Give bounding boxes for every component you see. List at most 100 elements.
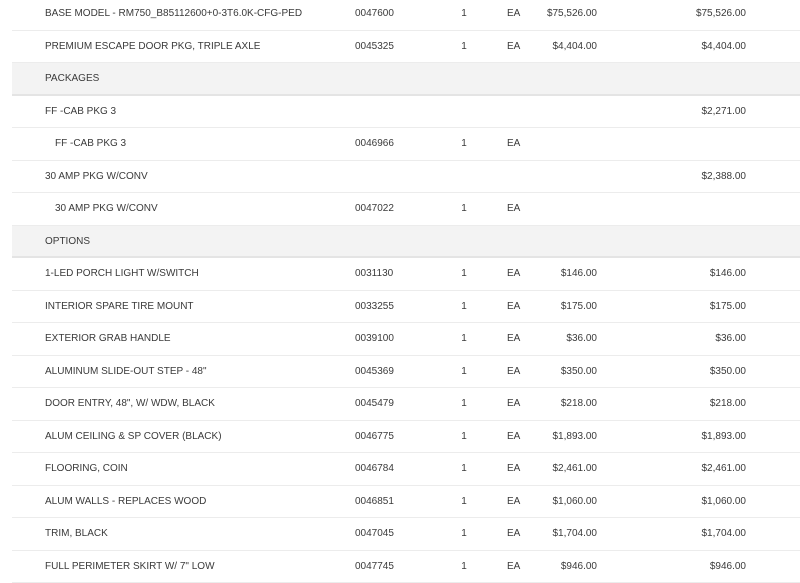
cell-name: ALUMINUM SLIDE-OUT STEP - 48" [45,356,207,388]
cell-qty: 1 [452,486,476,518]
cell-name: ALUM WALLS - REPLACES WOOD [45,486,206,518]
cell-part: 0047745 [355,551,394,583]
cell-part: 0046784 [355,453,394,485]
table-row: DOOR ENTRY, 48", W/ WDW, BLACK 0045479 1 EA… [12,388,800,421]
cell-qty: 1 [452,291,476,323]
table-row: ALUM WALLS - REPLACES WOOD 0046851 1 EA $1,0… [12,486,800,519]
cell-name: PREMIUM ESCAPE DOOR PKG, TRIPLE AXLE [45,31,260,63]
cell-price: $350.00 [561,356,597,388]
cell-qty: 1 [452,388,476,420]
cell-price: $146.00 [561,258,597,290]
package-row: 30 AMP PKG W/CONV $2,388.00 [12,161,800,194]
cell-total: $2,461.00 [702,453,747,485]
cell-uom: EA [507,128,520,160]
cell-uom: EA [507,31,520,63]
cell-name: 1-LED PORCH LIGHT W/SWITCH [45,258,199,290]
cell-part: 0047045 [355,518,394,550]
cell-qty: 1 [452,551,476,583]
cell-name: FF -CAB PKG 3 [55,128,126,160]
cell-total: $1,060.00 [702,486,747,518]
cell-price: $1,893.00 [553,421,598,453]
cell-total: $1,893.00 [702,421,747,453]
cell-part: 0046775 [355,421,394,453]
cell-total: $218.00 [710,388,746,420]
cell-price: $1,060.00 [553,486,598,518]
cell-price: $1,704.00 [553,518,598,550]
cell-total: $146.00 [710,258,746,290]
cell-uom: EA [507,258,520,290]
cell-uom: EA [507,388,520,420]
cell-part: 0031130 [355,258,393,290]
cell-total: $2,388.00 [702,161,747,193]
cell-part: 0045369 [355,356,394,388]
cell-total: $2,271.00 [702,96,747,128]
cell-price: $218.00 [561,388,597,420]
cell-uom: EA [507,323,520,355]
table-row: BASE MODEL - RM750_B85112600+0-3T6.0K-CF… [12,0,800,31]
section-title: PACKAGES [45,63,99,95]
table-row: 1-LED PORCH LIGHT W/SWITCH 0031130 1 EA $146… [12,258,800,291]
cell-price: $4,404.00 [553,31,598,63]
cell-price: $946.00 [561,551,597,583]
cell-part: 0047600 [355,0,394,30]
cell-name: TRIM, BLACK [45,518,108,550]
cell-part: 0039100 [355,323,394,355]
cell-name: DOOR ENTRY, 48", W/ WDW, BLACK [45,388,215,420]
cell-qty: 1 [452,421,476,453]
package-item-row: 30 AMP PKG W/CONV 0047022 1 EA [12,193,800,226]
cell-price: $2,461.00 [553,453,598,485]
cell-uom: EA [507,193,520,225]
cell-name: 30 AMP PKG W/CONV [55,193,158,225]
cell-uom: EA [507,0,520,30]
table-row: ALUMINUM SLIDE-OUT STEP - 48" 0045369 1 EA $… [12,356,800,389]
package-row: FF -CAB PKG 3 $2,271.00 [12,96,800,129]
cell-name: BASE MODEL - RM750_B85112600+0-3T6.0K-CF… [45,0,302,30]
cell-total: $1,704.00 [702,518,747,550]
cell-price: $36.00 [566,323,597,355]
table-row: PREMIUM ESCAPE DOOR PKG, TRIPLE AXLE 0045… [12,31,800,64]
cell-total: $4,404.00 [702,31,747,63]
cell-name: 30 AMP PKG W/CONV [45,161,148,193]
cell-qty: 1 [452,356,476,388]
cell-uom: EA [507,551,520,583]
cell-qty: 1 [452,323,476,355]
cell-name: INTERIOR SPARE TIRE MOUNT [45,291,194,323]
cell-part: 0045325 [355,31,394,63]
section-title: OPTIONS [45,226,90,258]
cell-qty: 1 [452,0,476,30]
section-header-row: PACKAGES [12,63,800,96]
cell-price: $75,526.00 [547,0,597,30]
cell-uom: EA [507,518,520,550]
package-item-row: FF -CAB PKG 3 0046966 1 EA [12,128,800,161]
cell-uom: EA [507,421,520,453]
cell-qty: 1 [452,128,476,160]
cell-uom: EA [507,486,520,518]
cell-qty: 1 [452,31,476,63]
cell-uom: EA [507,291,520,323]
cell-part: 0046966 [355,128,394,160]
cell-part: 0047022 [355,193,394,225]
cell-qty: 1 [452,518,476,550]
cell-part: 0033255 [355,291,394,323]
cell-part: 0046851 [355,486,394,518]
cell-name: FF -CAB PKG 3 [45,96,116,128]
cell-total: $75,526.00 [696,0,746,30]
cell-qty: 1 [452,453,476,485]
table-row: TRIM, BLACK 0047045 1 EA $1,704.00 $1,704.00 [12,518,800,551]
cell-total: $946.00 [710,551,746,583]
cell-name: FLOORING, COIN [45,453,128,485]
cell-name: EXTERIOR GRAB HANDLE [45,323,171,355]
table-row: FLOORING, COIN 0046784 1 EA $2,461.00 $2,461.… [12,453,800,486]
cell-uom: EA [507,356,520,388]
cell-uom: EA [507,453,520,485]
cell-qty: 1 [452,193,476,225]
cell-total: $350.00 [710,356,746,388]
section-header-row: OPTIONS [12,226,800,259]
cell-part: 0045479 [355,388,394,420]
cell-qty: 1 [452,258,476,290]
cell-name: ALUM CEILING & SP COVER (BLACK) [45,421,222,453]
